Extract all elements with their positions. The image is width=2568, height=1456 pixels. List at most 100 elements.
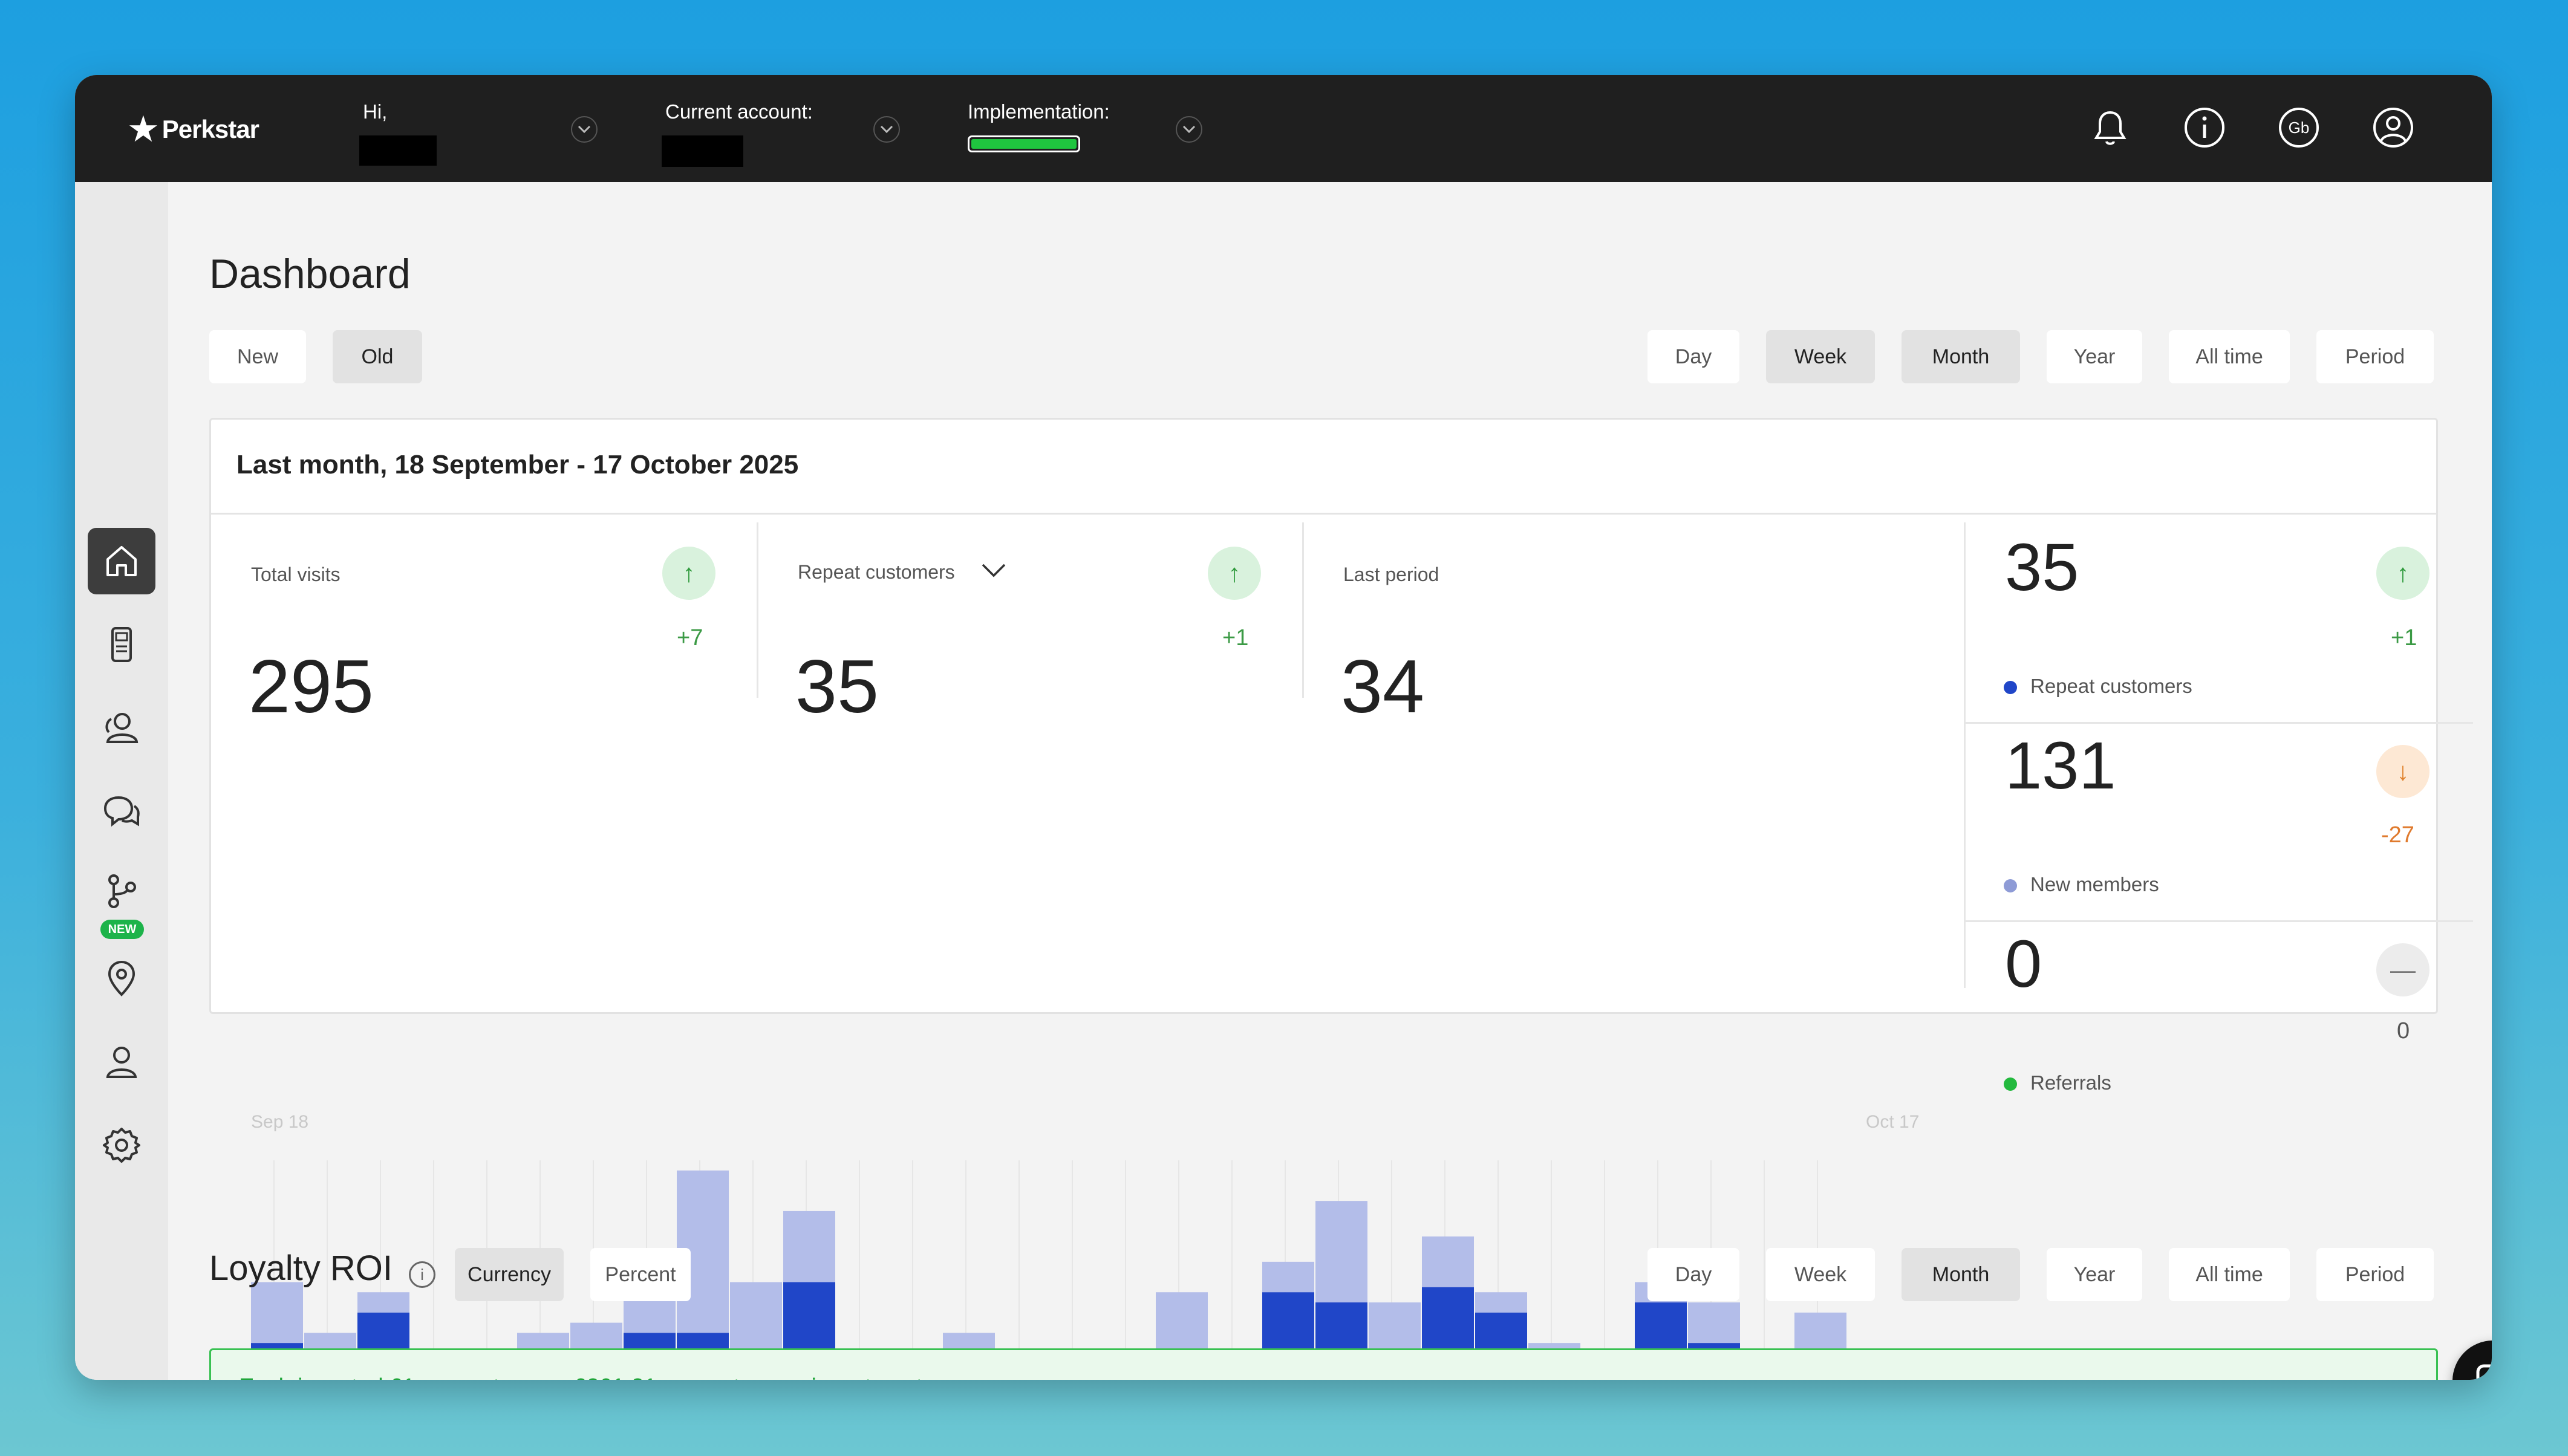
roi-period-tab-period[interactable]: Period <box>2316 1248 2434 1301</box>
stats-card-title: Last month, 18 September - 17 October 20… <box>236 450 799 479</box>
user-icon[interactable] <box>2371 105 2416 150</box>
repeat-customers-delta: +1 <box>1222 625 1249 651</box>
loyalty-roi-title: Loyalty ROI <box>209 1249 393 1288</box>
tab-new[interactable]: New <box>209 330 306 383</box>
terminal-icon <box>111 627 132 662</box>
roi-period-tab-all-time[interactable]: All time <box>2169 1248 2290 1301</box>
repeat-customers-dropdown-chevron-icon[interactable] <box>980 562 1007 582</box>
roi-info-icon[interactable]: i <box>409 1261 435 1288</box>
current-account-label: Current account: <box>665 100 813 123</box>
chat-icon <box>2476 1364 2492 1380</box>
roi-period-tab-month[interactable]: Month <box>1902 1248 2020 1301</box>
implementation-dropdown-chevron-icon[interactable] <box>1176 116 1202 143</box>
logo[interactable]: ★ Perkstar <box>127 111 259 148</box>
sidebar-item-messages[interactable] <box>88 778 155 845</box>
last-period-value: 34 <box>1341 645 1424 729</box>
breakdown-new-members-value: 131 <box>2005 729 2116 803</box>
logo-text: Perkstar <box>161 115 259 143</box>
total-visits-label: Total visits <box>251 564 341 585</box>
breakdown-new-members-delta: -27 <box>2381 822 2414 848</box>
repeat-customers-value: 35 <box>795 645 879 729</box>
breakdown-repeat-customers-arrow-up-icon: ↑ <box>2376 547 2429 600</box>
chart-bar-secondary[interactable] <box>1262 1261 1314 1293</box>
breakdown-referrals-delta: 0 <box>2397 1018 2410 1044</box>
breakdown-referrals-label: Referrals <box>2030 1071 2111 1094</box>
chart-bar-secondary[interactable] <box>1422 1236 1474 1287</box>
chart-bar-secondary[interactable] <box>783 1211 835 1282</box>
app-window: ★ Perkstar Hi, Current account: Implemen… <box>75 75 2492 1380</box>
roi-tab-currency[interactable]: Currency <box>455 1248 564 1301</box>
stats-card-header: Last month, 18 September - 17 October 20… <box>211 420 2436 515</box>
chart-bar-secondary[interactable] <box>357 1292 409 1313</box>
roi-period-tab-day[interactable]: Day <box>1647 1248 1739 1301</box>
implementation-progress-fill <box>971 139 1077 149</box>
bell-icon[interactable] <box>2088 105 2133 150</box>
repeat-customers-legend-dot <box>2004 681 2017 694</box>
implementation-progress-bar <box>968 135 1080 152</box>
chart-x-end-label: Oct 17 <box>1866 1112 1920 1132</box>
implementation-label: Implementation: <box>968 100 1110 123</box>
sidebar-item-customers[interactable] <box>88 695 155 761</box>
chart-bar-secondary[interactable] <box>1475 1292 1527 1313</box>
customers-icon <box>105 713 139 743</box>
location-icon <box>108 960 135 996</box>
sidebar-item-home[interactable] <box>88 528 155 594</box>
chart-bar-secondary[interactable] <box>1315 1201 1367 1302</box>
breakdown-repeat-customers-value: 35 <box>2005 530 2079 605</box>
sidebar-item-integrations[interactable] <box>88 858 155 925</box>
breakdown-divider <box>1964 522 1966 988</box>
messages-icon <box>103 796 140 827</box>
roi-period-tab-week[interactable]: Week <box>1766 1248 1875 1301</box>
breakdown-referrals-dash-icon: — <box>2376 943 2429 996</box>
roi-banner-text: Each invested £1 generates you £261.21 a… <box>239 1374 934 1380</box>
repeat-customers-label: Repeat customers <box>798 561 955 583</box>
star-icon: ★ <box>127 109 160 149</box>
language-code: Gb <box>2288 118 2310 137</box>
total-visits-arrow-up-icon: ↑ <box>662 547 715 600</box>
greeting-label: Hi, <box>363 100 388 123</box>
breakdown-separator <box>1964 920 2473 922</box>
period-tab-week[interactable]: Week <box>1766 330 1875 383</box>
roi-period-tab-year[interactable]: Year <box>2047 1248 2142 1301</box>
chart-bar-secondary[interactable] <box>251 1282 303 1344</box>
stats-card: Last month, 18 September - 17 October 20… <box>209 418 2473 1380</box>
stat-divider <box>1302 522 1304 698</box>
sidebar-item-settings[interactable] <box>88 1112 155 1178</box>
stat-divider <box>757 522 758 698</box>
sidebar: NEW <box>75 182 168 1380</box>
top-bar: ★ Perkstar Hi, Current account: Implemen… <box>75 75 2492 182</box>
breakdown-new-members-arrow-down-icon: ↓ <box>2376 745 2429 798</box>
home-icon <box>106 546 137 576</box>
breakdown-referrals-value: 0 <box>2005 927 2042 1001</box>
user-dropdown-chevron-icon[interactable] <box>571 116 598 143</box>
info-icon[interactable] <box>2182 105 2227 150</box>
roi-tab-percent[interactable]: Percent <box>590 1248 691 1301</box>
breakdown-repeat-customers-label: Repeat customers <box>2030 675 2192 697</box>
new-members-legend-dot <box>2004 879 2017 892</box>
total-visits-value: 295 <box>249 645 374 729</box>
last-period-label: Last period <box>1343 564 1439 585</box>
new-badge: NEW <box>100 920 144 939</box>
sidebar-item-terminal[interactable] <box>88 611 155 678</box>
sidebar-item-location[interactable] <box>88 945 155 1012</box>
breakdown-new-members-label: New members <box>2030 873 2159 895</box>
chart-x-start-label: Sep 18 <box>251 1112 309 1132</box>
period-tab-period[interactable]: Period <box>2316 330 2434 383</box>
integrations-icon <box>108 874 136 908</box>
chart-bar-secondary[interactable] <box>1369 1302 1421 1353</box>
period-tab-year[interactable]: Year <box>2047 330 2142 383</box>
page-title: Dashboard <box>209 251 411 297</box>
account-dropdown-chevron-icon[interactable] <box>873 116 900 143</box>
settings-icon <box>103 1128 140 1163</box>
chat-launcher-button[interactable] <box>2452 1341 2492 1380</box>
roi-banner: Each invested £1 generates you £261.21 a… <box>209 1348 2438 1380</box>
language-gb-icon[interactable]: Gb <box>2276 105 2321 150</box>
period-tab-day[interactable]: Day <box>1647 330 1739 383</box>
chart-bar-secondary[interactable] <box>570 1322 622 1353</box>
period-tab-month[interactable]: Month <box>1902 330 2020 383</box>
chart-bar-secondary[interactable] <box>1688 1302 1740 1344</box>
total-visits-delta: +7 <box>677 625 703 651</box>
sidebar-item-profile[interactable] <box>88 1029 155 1095</box>
period-tab-all-time[interactable]: All time <box>2169 330 2290 383</box>
tab-old[interactable]: Old <box>333 330 422 383</box>
